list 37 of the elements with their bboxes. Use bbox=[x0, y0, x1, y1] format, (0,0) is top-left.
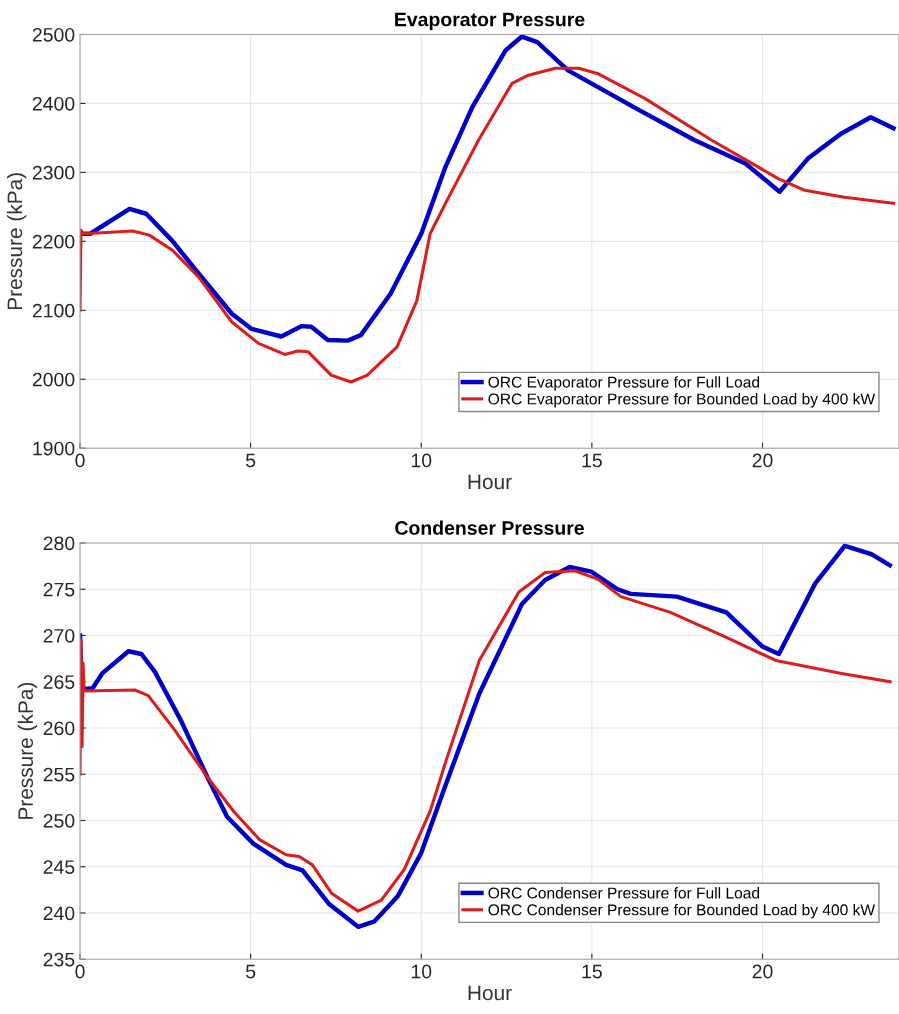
y-axis-title: Pressure (kPa) bbox=[6, 173, 27, 310]
x-tick-label: 0 bbox=[75, 453, 85, 468]
x-axis-title: Hour bbox=[468, 474, 512, 490]
x-tick-label: 10 bbox=[411, 964, 432, 979]
x-tick-label: 20 bbox=[752, 964, 773, 979]
x-tick-label: 15 bbox=[582, 453, 602, 468]
y-tick-label: 250 bbox=[43, 813, 75, 828]
y-axis-title: Pressure (kPa) bbox=[17, 682, 38, 819]
legend-label: ORC Condenser Pressure for Bounded Load by 400 kW bbox=[488, 903, 876, 919]
y-tick-label: 260 bbox=[43, 721, 75, 736]
y-tick-label: 270 bbox=[43, 628, 75, 643]
y-tick-label: 2000 bbox=[32, 372, 75, 387]
legend-label: ORC Condenser Pressure for Full Load bbox=[488, 887, 760, 899]
chart-title: Condenser Pressure bbox=[395, 520, 584, 535]
x-tick-label: 10 bbox=[411, 453, 432, 468]
y-tick-label: 255 bbox=[43, 767, 75, 782]
y-tick-label: 2500 bbox=[32, 27, 75, 42]
y-tick-label: 275 bbox=[43, 582, 75, 597]
x-tick-label: 0 bbox=[75, 964, 85, 979]
chart-title: Evaporator Pressure bbox=[395, 12, 585, 31]
x-tick-label: 15 bbox=[582, 964, 602, 979]
y-tick-label: 280 bbox=[43, 536, 75, 551]
y-tick-label: 2200 bbox=[32, 234, 75, 249]
y-tick-label: 235 bbox=[43, 952, 75, 967]
x-tick-label: 5 bbox=[246, 964, 256, 979]
legend-label: ORC Evaporator Pressure for Full Load bbox=[488, 376, 760, 391]
y-tick-label: 2100 bbox=[32, 303, 75, 318]
y-tick-label: 265 bbox=[43, 675, 75, 689]
y-tick-label: 2400 bbox=[32, 96, 75, 111]
x-tick-label: 5 bbox=[246, 453, 256, 468]
y-tick-label: 240 bbox=[43, 906, 75, 921]
y-tick-label: 1900 bbox=[33, 441, 75, 456]
legend-label: ORC Evaporator Pressure for Bounded Load by 400 kW bbox=[488, 393, 876, 408]
x-axis-title: Hour bbox=[468, 985, 512, 1001]
y-tick-label: 245 bbox=[43, 860, 75, 874]
y-tick-label: 2300 bbox=[32, 165, 75, 180]
x-tick-label: 20 bbox=[752, 453, 773, 468]
